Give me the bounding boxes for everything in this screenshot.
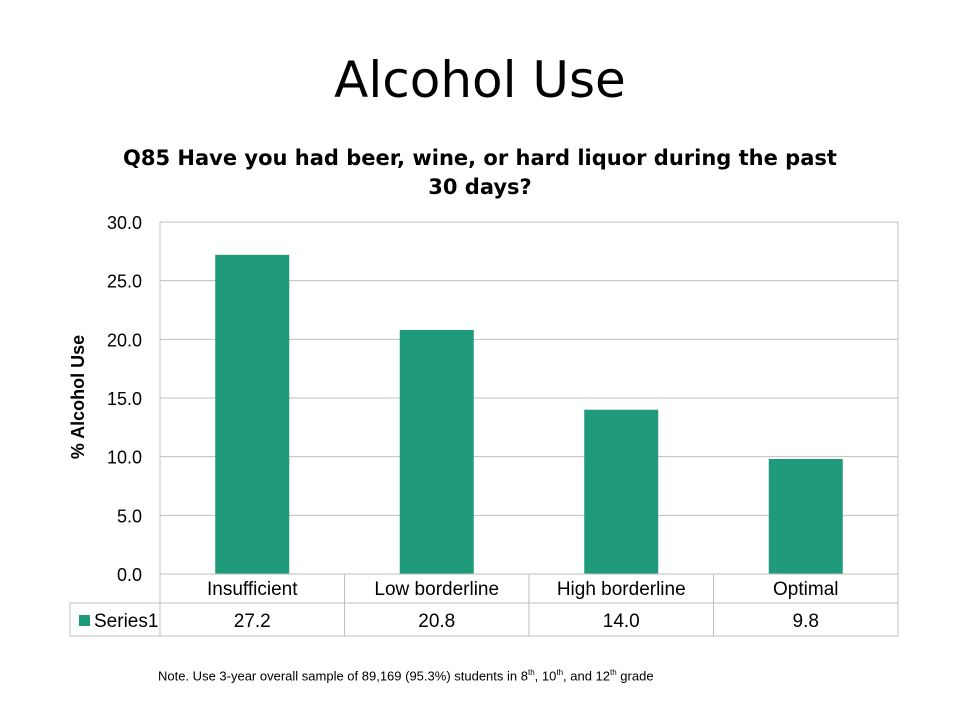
y-axis-label: % Alcohol Use [68, 335, 88, 459]
data-value-label: 27.2 [234, 611, 271, 632]
data-value-label: 20.8 [418, 611, 455, 632]
x-category-label: High borderline [557, 579, 686, 600]
note-superscript: th [556, 668, 564, 677]
bar-high-borderline [584, 409, 659, 574]
chart-note: Note. Use 3-year overall sample of 89,16… [158, 664, 898, 685]
bar-optimal [768, 459, 843, 574]
bars [215, 254, 843, 574]
data-table: Insufficient Low borderline High borderlin… [69, 573, 899, 637]
x-category-label: Low borderline [374, 579, 499, 600]
note-text: , 10 [534, 668, 557, 684]
y-tick-label: 30.0 [107, 213, 142, 233]
data-value-label: 14.0 [603, 611, 640, 632]
y-tick-label: 0.0 [117, 565, 142, 585]
note-text: , and 12 [563, 668, 611, 684]
y-tick-label: 25.0 [107, 272, 142, 292]
note-superscript: th [610, 668, 617, 677]
y-tick-label: 20.0 [107, 330, 142, 350]
x-category-label: Insufficient [207, 579, 298, 600]
y-tick-label: 5.0 [117, 506, 142, 526]
bar-low-borderline [399, 329, 474, 574]
y-tick-label: 10.0 [107, 448, 142, 468]
note-superscript: th [527, 668, 535, 677]
bar-insufficient [215, 254, 290, 574]
note-text: Note. Use 3-year overall sample of 89,16… [158, 668, 528, 684]
y-axis-tick-labels: 0.0 5.0 10.0 15.0 20.0 25.0 30.0 [107, 213, 142, 585]
slide-title: Alcohol Use [334, 51, 626, 109]
y-tick-label: 15.0 [107, 389, 142, 409]
chart-title: Q85 Have you had beer, wine, or hard liq… [123, 146, 837, 199]
legend-swatch [79, 615, 90, 626]
legend-series-name: Series1 [94, 611, 158, 632]
data-value-label: 9.8 [793, 611, 819, 632]
note-text: grade [616, 668, 654, 684]
x-category-label: Optimal [773, 579, 838, 600]
